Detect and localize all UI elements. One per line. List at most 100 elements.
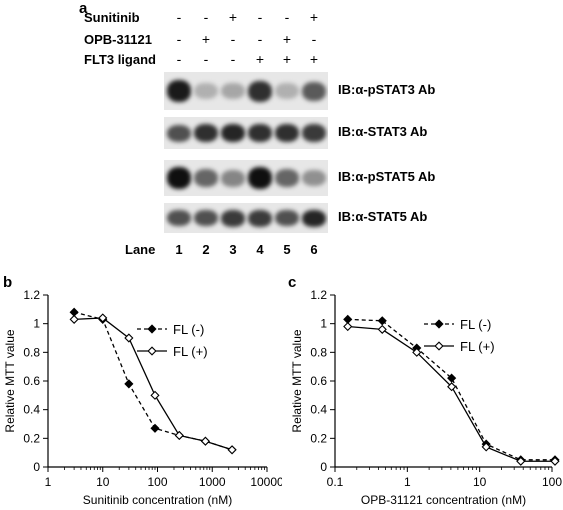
panel-c-letter: c	[288, 274, 297, 291]
condition-label: Sunitinib	[84, 10, 140, 25]
chart-c: 0 0.2 0.4 0.6 0.8 1 1.2 0.1 1 10 100 OPB-31121 conc…	[290, 288, 562, 507]
lane-number: 2	[202, 242, 210, 257]
data-point	[377, 316, 387, 326]
y-tick-label: 0.4	[23, 403, 40, 417]
y-tick-label: 0.2	[310, 431, 327, 445]
blot-band	[167, 210, 191, 226]
data-point	[550, 456, 560, 466]
y-tick-label: 0	[33, 460, 40, 474]
condition-sign: -	[230, 51, 236, 67]
y-tick-label: 1	[320, 317, 327, 331]
y-tick-label: 0	[320, 460, 327, 474]
blot-band	[248, 124, 272, 142]
data-point	[200, 436, 210, 446]
data-point	[227, 445, 237, 455]
y-tick-label: 1.2	[310, 288, 327, 302]
condition-sign: +	[282, 31, 292, 47]
x-tick-label: 10	[473, 475, 487, 489]
blot-band	[275, 169, 299, 187]
blot-band	[275, 210, 299, 226]
panel-b-letter: b	[3, 274, 13, 291]
legend-label: FL (+)	[460, 339, 495, 354]
blot-band	[194, 210, 218, 226]
y-tick-label: 1	[33, 317, 40, 331]
series-line	[347, 325, 555, 462]
x-tick-label: 100	[542, 475, 562, 489]
y-tick-label: 0.6	[23, 374, 40, 388]
condition-sign: -	[230, 31, 236, 47]
panel-a-letter: a	[79, 0, 88, 17]
blot-band	[194, 83, 218, 99]
x-tick-label: 1	[45, 475, 52, 489]
lane-number: 1	[175, 242, 183, 257]
data-point	[412, 347, 422, 357]
blot-band	[275, 83, 299, 99]
y-axis-label: Relative MTT value	[290, 329, 304, 432]
data-point	[98, 313, 108, 323]
blot-band	[194, 124, 218, 142]
condition-sign: +	[309, 9, 319, 25]
condition-label: FLT3 ligand	[84, 52, 156, 67]
data-point	[174, 430, 184, 441]
y-tick-label: 0.6	[310, 374, 327, 388]
condition-sign: -	[257, 9, 263, 25]
condition-sign: -	[284, 9, 290, 25]
data-point	[150, 390, 160, 400]
blot-band	[302, 210, 326, 227]
legend-marker	[434, 341, 444, 351]
blot-band	[248, 167, 272, 189]
blot-band	[302, 82, 326, 101]
blot-image	[164, 160, 328, 196]
condition-sign: +	[309, 51, 319, 67]
data-point	[481, 442, 491, 452]
chart-b: 0 0.2 0.4 0.6 0.8 1 1.2 1 10 100 1000 10000 Sunitini…	[3, 288, 282, 507]
data-point	[124, 333, 134, 343]
data-point	[124, 379, 134, 389]
blot-image	[164, 72, 328, 110]
data-point	[516, 456, 526, 466]
x-tick-label: 1	[404, 475, 411, 489]
blot-band	[275, 124, 299, 142]
blot-band	[194, 169, 218, 187]
condition-sign: +	[201, 31, 211, 47]
condition-sign: +	[282, 51, 292, 67]
condition-sign: -	[176, 9, 182, 25]
blot-label: IB:α-pSTAT5 Ab	[338, 169, 436, 184]
lane-number: 3	[229, 242, 237, 257]
y-tick-label: 1.2	[23, 288, 40, 302]
y-axis-label: Relative MTT value	[3, 329, 17, 432]
condition-sign: +	[255, 51, 265, 67]
blot-label: IB:α-STAT3 Ab	[338, 124, 428, 139]
x-tick-label: 1000	[199, 475, 226, 489]
condition-sign: -	[176, 31, 182, 47]
condition-sign: -	[176, 51, 182, 67]
blot-band	[221, 83, 245, 99]
blot-band	[248, 210, 272, 227]
condition-label: OPB-31121	[84, 32, 152, 47]
x-tick-label: 0.1	[327, 475, 344, 489]
blot-band	[167, 167, 191, 189]
legend-marker	[147, 346, 157, 356]
blot-band	[302, 170, 326, 186]
legend-label: FL (-)	[173, 322, 204, 337]
blot-image	[164, 117, 328, 149]
legend-marker	[147, 324, 157, 334]
data-point	[447, 382, 457, 392]
blot-band	[248, 81, 272, 102]
x-axis-label: Sunitinib concentration (nM)	[83, 493, 232, 507]
y-tick-label: 0.2	[23, 431, 40, 445]
blot-band	[167, 125, 191, 142]
data-point	[150, 423, 160, 433]
blot-label: IB:α-STAT5 Ab	[338, 209, 428, 224]
y-tick-label: 0.8	[310, 345, 327, 359]
x-tick-label: 100	[147, 475, 167, 489]
blot-band	[221, 170, 245, 187]
lane-number: 4	[256, 242, 264, 257]
blot-image	[164, 203, 328, 233]
blot-band	[167, 80, 191, 102]
lane-number: 6	[310, 242, 318, 257]
blot-band	[221, 210, 245, 227]
data-point	[343, 321, 353, 332]
condition-sign: -	[203, 9, 209, 25]
condition-sign: -	[311, 31, 317, 47]
